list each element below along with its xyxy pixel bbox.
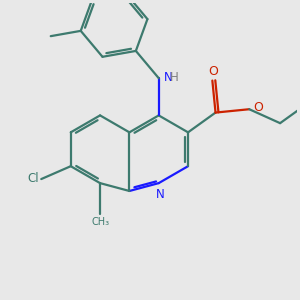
Text: N: N (155, 188, 164, 201)
Text: H: H (170, 71, 179, 84)
Text: Cl: Cl (27, 172, 39, 185)
Text: O: O (253, 101, 262, 114)
Text: CH₃: CH₃ (91, 217, 109, 227)
Text: O: O (208, 64, 218, 78)
Text: N: N (164, 71, 173, 84)
